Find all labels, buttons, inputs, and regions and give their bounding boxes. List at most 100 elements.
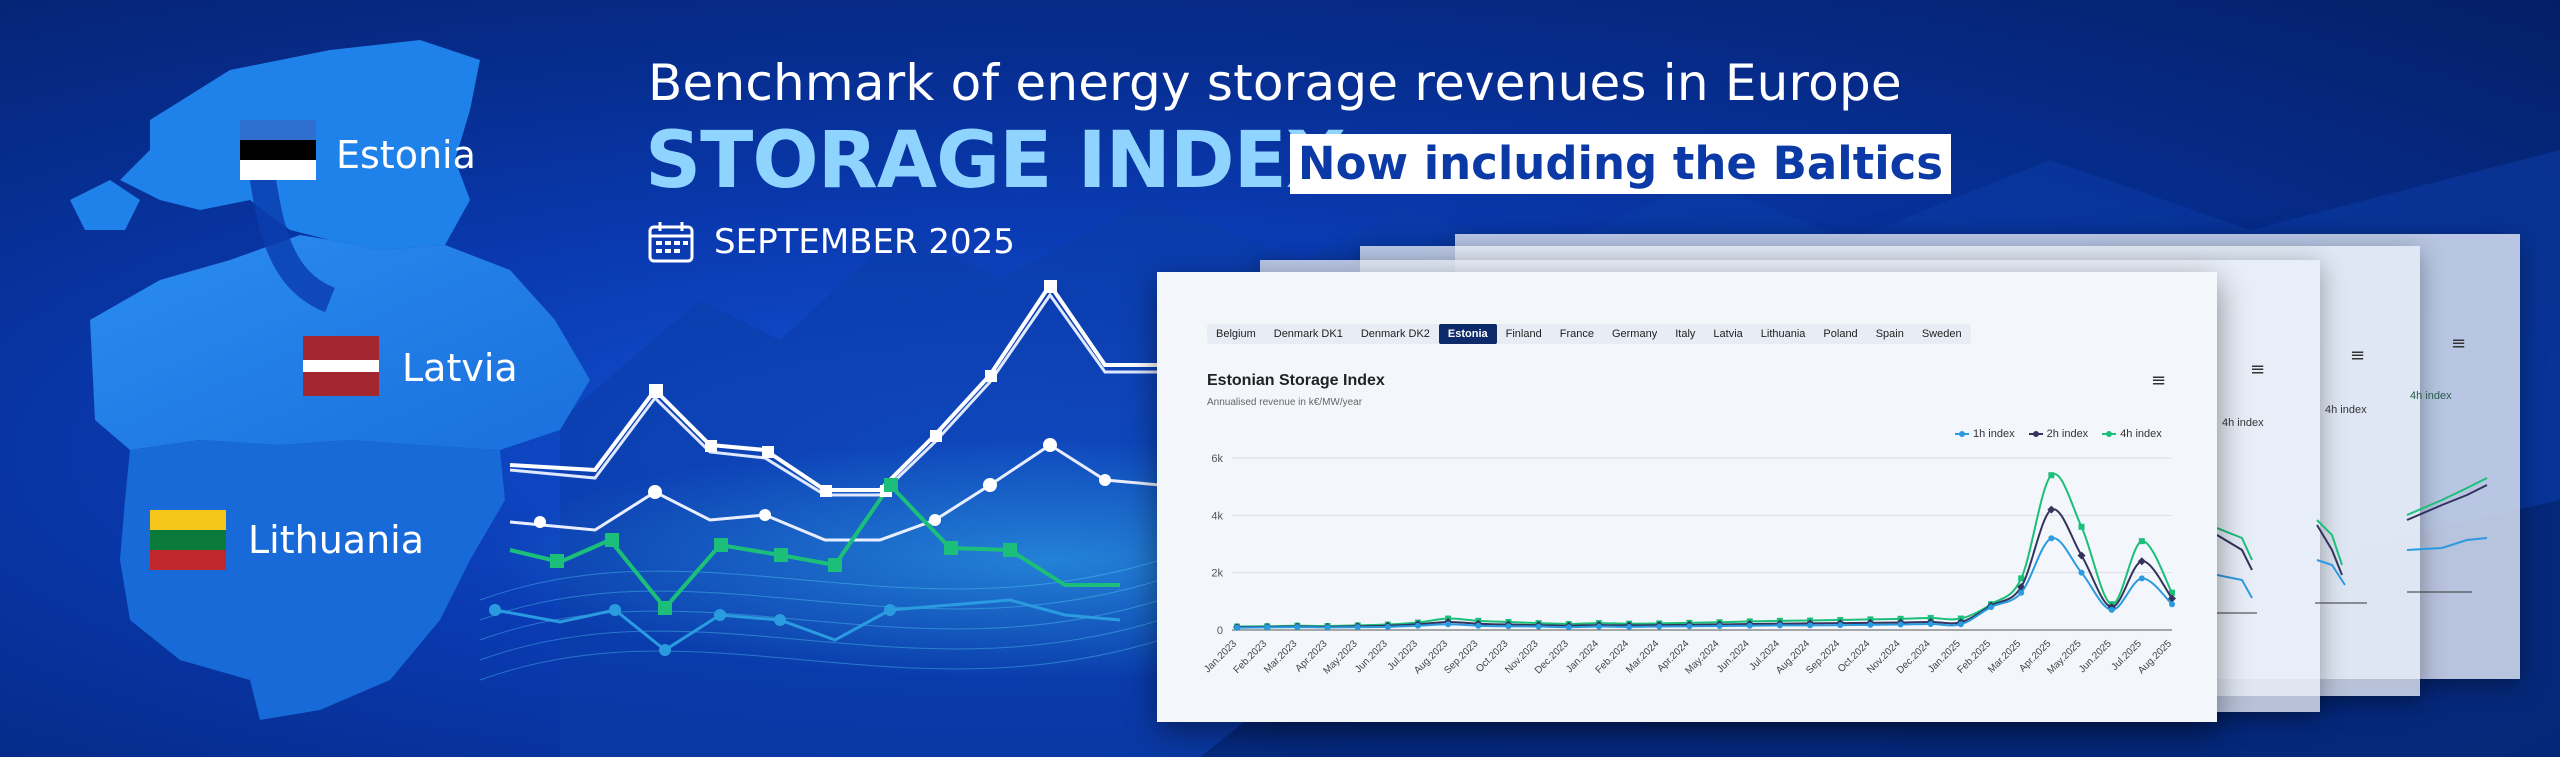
chart-subtitle: Annualised revenue in k€/MW/year (1207, 397, 1363, 408)
calendar-icon (648, 222, 694, 263)
series-line-4h-index (1236, 472, 2173, 628)
data-point[interactable] (1595, 623, 1602, 630)
estonia-flag (240, 120, 316, 180)
data-point[interactable] (1716, 622, 1723, 629)
data-point[interactable] (2018, 589, 2025, 596)
hamburger-menu-icon[interactable]: ≡ (2250, 359, 2266, 380)
x-tick-label: Jun.2023 (1353, 638, 1390, 675)
data-point[interactable] (2169, 601, 2175, 608)
series-line-2h-index (1236, 508, 2173, 629)
data-point[interactable] (1445, 621, 1452, 628)
data-point[interactable] (2078, 569, 2085, 576)
data-point[interactable] (1294, 624, 1301, 631)
tab-spain[interactable]: Spain (1875, 328, 1904, 340)
data-point[interactable] (2048, 535, 2055, 542)
data-point[interactable] (1837, 622, 1844, 629)
tab-germany[interactable]: Germany (1611, 328, 1658, 340)
x-tick-label: Dec.2024 (1895, 638, 1933, 676)
tab-lithuania[interactable]: Lithuania (1760, 328, 1806, 340)
flag-stripe (150, 550, 226, 570)
header-subtitle: Benchmark of energy storage revenues in … (648, 54, 1902, 112)
y-tick-label: 0 (1217, 625, 1223, 637)
legend-item-2h[interactable]: 2h index (2028, 428, 2088, 440)
estonia-island (70, 180, 140, 230)
data-point[interactable] (2017, 583, 2026, 591)
data-point[interactable] (1776, 622, 1783, 629)
chart-title: Estonian Storage Index (1207, 372, 1385, 389)
y-tick-label: 4k (1211, 510, 1223, 522)
legend-marker (2102, 431, 2117, 437)
hamburger-menu-icon[interactable]: ≡ (2350, 345, 2366, 366)
tab-france[interactable]: France (1559, 328, 1594, 340)
x-tick-label: Mar.2025 (1986, 638, 2024, 676)
data-point[interactable] (1927, 620, 1934, 627)
data-point[interactable] (1535, 623, 1542, 630)
tab-sweden[interactable]: Sweden (1921, 328, 1962, 340)
data-point[interactable] (2168, 594, 2176, 603)
tab-finland[interactable]: Finland (1505, 328, 1542, 340)
hamburger-menu-icon[interactable]: ≡ (2451, 333, 2467, 354)
date-row: SEPTEMBER 2025 (648, 220, 1015, 264)
data-point[interactable] (2047, 505, 2056, 514)
data-point[interactable] (1626, 623, 1633, 630)
data-point[interactable] (1686, 623, 1693, 630)
legend-label: 1h index (1973, 428, 2015, 440)
chart-legend: 1h index 2h index 4h index (1955, 428, 2162, 440)
page-title: STORAGE INDEX (645, 116, 1346, 206)
data-point[interactable] (1505, 623, 1512, 630)
data-point[interactable] (2078, 523, 2085, 530)
data-point[interactable] (1897, 621, 1904, 628)
flag-stripe (240, 140, 316, 160)
data-point[interactable] (1988, 604, 1995, 611)
x-tick-label: Mar.2024 (1624, 638, 1662, 676)
x-tick-label: Dec.2023 (1533, 638, 1571, 676)
baltics-badge: Now including the Baltics (1290, 134, 1951, 194)
data-point[interactable] (1927, 614, 1934, 621)
legend-label: 4h index (2120, 428, 2162, 440)
country-label-estonia: Estonia (336, 133, 476, 177)
flag-stripe (240, 120, 316, 140)
storage-index-chart: 02k4k6kJan.2023Feb.2023Mar.2023Apr.2023M… (1202, 453, 2176, 677)
tab-belgium[interactable]: Belgium (1216, 328, 1256, 340)
tab-denmark-dk1[interactable]: Denmark DK1 (1273, 328, 1343, 340)
tab-italy[interactable]: Italy (1675, 328, 1696, 340)
latvia-flag (303, 336, 379, 396)
legend-item-1h[interactable]: 1h index (1955, 428, 2015, 440)
flag-stripe (150, 510, 226, 530)
lithuania-shape (120, 440, 505, 720)
tab-poland[interactable]: Poland (1823, 328, 1858, 340)
hamburger-menu-icon[interactable]: ≡ (2151, 370, 2167, 391)
data-point[interactable] (2138, 575, 2145, 582)
legend-item-4h[interactable]: 4h index (2102, 428, 2162, 440)
data-point[interactable] (1867, 621, 1874, 628)
data-point[interactable] (1354, 624, 1361, 631)
decorative-trend-markers (489, 280, 1111, 656)
data-point[interactable] (1807, 622, 1814, 629)
data-point[interactable] (2137, 557, 2146, 566)
data-point[interactable] (1324, 624, 1331, 631)
x-tick-label: Sep.2024 (1804, 638, 1842, 676)
data-point[interactable] (2108, 606, 2115, 613)
data-point[interactable] (1414, 622, 1421, 629)
tab-latvia[interactable]: Latvia (1713, 328, 1743, 340)
particle-wave (479, 559, 1161, 681)
legend-marker (2028, 431, 2043, 437)
data-point[interactable] (1234, 624, 1240, 631)
data-point[interactable] (1384, 623, 1391, 630)
data-point[interactable] (1957, 621, 1964, 628)
data-point[interactable] (1264, 624, 1271, 631)
tab-estonia[interactable]: Estonia (1438, 324, 1497, 344)
decorative-trend-lines (494, 281, 1161, 652)
data-point[interactable] (2077, 551, 2086, 560)
data-point[interactable] (2169, 589, 2175, 596)
peek-legend-label: 4h index (2410, 390, 2452, 402)
data-point[interactable] (1565, 624, 1572, 631)
country-label-latvia: Latvia (402, 346, 518, 390)
tab-denmark-dk2[interactable]: Denmark DK2 (1360, 328, 1430, 340)
data-point[interactable] (1475, 622, 1482, 629)
data-point[interactable] (1746, 622, 1753, 629)
data-point[interactable] (1656, 623, 1663, 630)
data-point[interactable] (2018, 575, 2025, 582)
data-point[interactable] (2138, 538, 2145, 545)
data-point[interactable] (2048, 472, 2055, 479)
